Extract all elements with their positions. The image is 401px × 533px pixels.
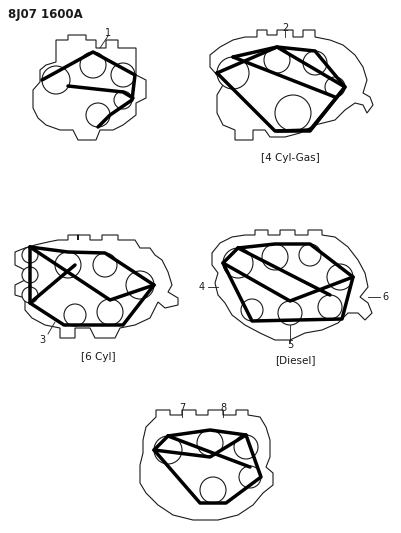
Text: 2: 2 [281,23,288,33]
Text: 8J07 1600A: 8J07 1600A [8,8,83,21]
Circle shape [22,267,38,283]
Text: [Diesel]: [Diesel] [274,355,314,365]
Text: [6 Cyl]: [6 Cyl] [81,352,115,362]
Text: 1: 1 [105,28,111,38]
Text: [4 Cyl-Gas]: [4 Cyl-Gas] [260,153,318,163]
Text: 8: 8 [219,403,225,413]
Circle shape [111,63,135,87]
Circle shape [55,252,81,278]
Circle shape [298,244,320,266]
Circle shape [86,103,110,127]
Circle shape [114,91,132,109]
Circle shape [217,57,248,89]
Circle shape [302,51,326,75]
Circle shape [239,466,260,488]
Circle shape [22,247,38,263]
Circle shape [326,264,352,290]
Text: 4: 4 [198,282,205,292]
Circle shape [126,271,154,299]
Circle shape [277,301,301,325]
Circle shape [154,436,182,464]
Circle shape [64,304,86,326]
Text: 7: 7 [178,403,185,413]
Circle shape [241,299,262,321]
Circle shape [22,287,38,303]
Text: 3: 3 [39,335,45,345]
Circle shape [261,244,287,270]
Circle shape [233,435,257,459]
Circle shape [80,52,106,78]
Circle shape [97,299,123,325]
Circle shape [196,430,223,456]
Circle shape [317,295,341,319]
Circle shape [263,47,289,73]
Circle shape [42,66,70,94]
Circle shape [223,248,252,278]
Text: 6: 6 [381,292,387,302]
Circle shape [200,477,225,503]
Circle shape [93,253,117,277]
Circle shape [274,95,310,131]
Text: 5: 5 [286,340,292,350]
Circle shape [324,77,344,97]
